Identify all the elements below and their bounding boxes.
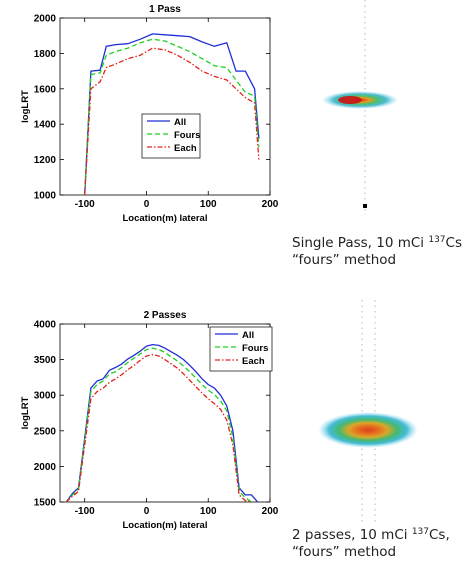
isotope-mass: 137	[428, 235, 446, 245]
x-tick-label: 100	[200, 199, 217, 210]
chart-two-passes: -100 0 100 200 1500 2000 2500 3000 3500 4000 2 Pas…	[0, 290, 474, 559]
source-marker	[363, 204, 367, 208]
caption-text: Cs,	[429, 527, 450, 543]
y-axis-label: logLRT	[20, 90, 31, 123]
x-tick-label: 200	[262, 506, 279, 517]
panel-one-pass: -100 0 100 200 1000 1200 1400 1600 1800 2000 1 Pas…	[20, 0, 462, 269]
caption-method: “fours” method	[292, 544, 397, 560]
x-tick-label: -100	[75, 506, 95, 517]
axes-frame	[59, 17, 271, 196]
series-line-all	[65, 343, 259, 503]
caption-text: Cs	[445, 235, 462, 251]
y-tick-label: 1500	[34, 498, 57, 509]
legend-label: Each	[174, 143, 197, 154]
series-line-all	[84, 33, 260, 196]
series-line-each	[84, 47, 260, 196]
legend-label: Each	[242, 356, 265, 367]
legend-label: All	[174, 117, 186, 128]
y-tick-label: 2000	[34, 14, 57, 25]
y-axis-label: logLRT	[20, 396, 31, 429]
panel-two-passes: -100 0 100 200 1500 2000 2500 3000 3500 4000 2 Pas…	[0, 290, 474, 561]
x-tick-label: 0	[144, 199, 150, 210]
series-line-fours	[65, 347, 252, 503]
y-tick-label: 3500	[34, 355, 57, 366]
x-tick-label: 0	[144, 506, 150, 517]
y-tick-label: 2500	[34, 426, 57, 437]
caption-text: 2 passes, 10 mCi	[292, 527, 412, 543]
heat-core	[338, 96, 362, 104]
caption-text: Single Pass, 10 mCi	[292, 235, 429, 251]
heat-blob	[318, 412, 418, 448]
y-tick-label: 1400	[34, 120, 57, 131]
series-line-each	[65, 353, 252, 503]
chart-title: 2 Passes	[144, 310, 187, 321]
x-axis-label: Location(m) lateral	[123, 520, 208, 531]
caption-two-passes: 2 passes, 10 mCi 137Cs, “fours” method	[292, 524, 450, 561]
legend-label: Fours	[242, 343, 268, 354]
chart-one-pass: -100 0 100 200 1000 1200 1400 1600 1800 2000 1 Pas…	[20, 0, 398, 224]
y-tick-label: 1600	[34, 84, 57, 95]
chart-title: 1 Pass	[149, 4, 181, 15]
y-tick-label: 1200	[34, 155, 57, 166]
legend-label: Fours	[174, 130, 200, 141]
y-tick-label: 1800	[34, 49, 57, 60]
y-tick-label: 4000	[34, 320, 57, 331]
y-tick-label: 3000	[34, 391, 57, 402]
series-line-fours	[84, 38, 260, 196]
caption-method: “fours” method	[292, 252, 397, 268]
x-tick-label: -100	[75, 199, 95, 210]
caption-single-pass: Single Pass, 10 mCi 137Cs “fours” method	[292, 232, 462, 269]
axes-frame	[59, 323, 271, 503]
y-tick-label: 1000	[34, 191, 57, 202]
x-tick-label: 100	[200, 506, 217, 517]
legend-label: All	[242, 330, 254, 341]
x-tick-label: 200	[262, 199, 279, 210]
y-tick-label: 2000	[34, 462, 57, 473]
isotope-mass: 137	[411, 527, 429, 537]
x-axis-label: Location(m) lateral	[123, 213, 208, 224]
